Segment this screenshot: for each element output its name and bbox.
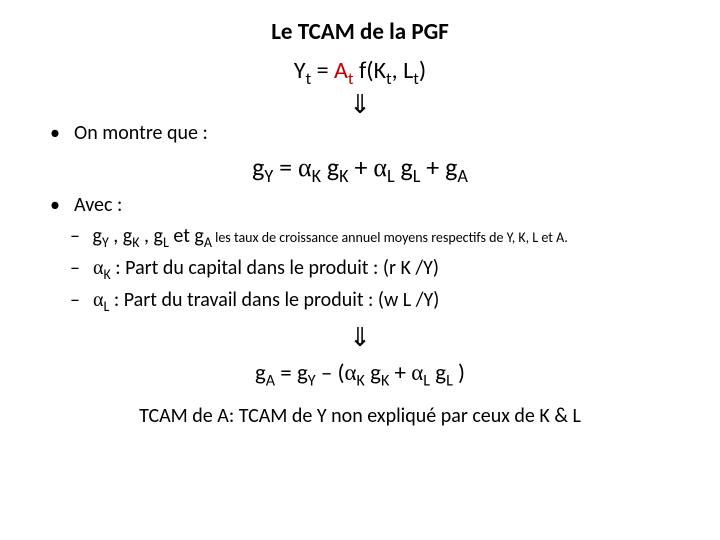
bullet-dot-2: •	[50, 193, 74, 217]
equation-solow-residual: gA = gY – (αK gK + αL gL )	[30, 359, 690, 391]
ef-aL: α	[411, 360, 423, 385]
s2-text: : Part du capital dans le produit : (r K…	[111, 256, 439, 280]
s1-lead: g	[88, 224, 102, 248]
me-aL: α	[373, 153, 387, 182]
eq1-close: )	[419, 56, 426, 85]
slide-title: Le TCAM de la PGF	[30, 18, 690, 46]
eq1-eq: =	[311, 56, 334, 85]
s1-tail: les taux de croissance annuel moyens res…	[212, 229, 568, 246]
ef-gL: g	[430, 359, 446, 387]
ef-aK: α	[344, 360, 356, 385]
ef-close: )	[453, 359, 465, 387]
equation-growth: gY = αK gK + αL gL + gA	[30, 151, 690, 187]
ef-gA: g	[255, 359, 266, 387]
s1-p3: et g	[169, 224, 204, 248]
me-plus1: +	[349, 151, 374, 183]
me-Ysub: Y	[264, 165, 273, 187]
bullet-avec: •Avec :	[50, 193, 690, 217]
down-arrow-1: ⇓	[30, 91, 690, 117]
me-gY: g	[252, 151, 264, 183]
s2-alpha: α	[88, 257, 103, 279]
eq1-comma: , L	[392, 56, 414, 85]
ef-Ysub: Y	[308, 371, 316, 390]
ef-minus: – (	[316, 359, 345, 387]
s3-text: : Part du travail dans le produit : (w L…	[109, 288, 439, 312]
me-aK: α	[298, 153, 312, 182]
ef-Ksub: K	[357, 371, 365, 390]
ef-eq: = g	[275, 359, 308, 387]
down-arrow-2: ⇓	[30, 321, 690, 353]
s1-A: A	[204, 234, 212, 251]
conclusion-text: TCAM de A: TCAM de Y non expliqué par ce…	[30, 404, 690, 428]
equation-production: Yt = At f(Kt, Lt)	[30, 56, 690, 89]
me-Ksub: K	[312, 165, 321, 187]
bullet-dot-1: •	[50, 121, 74, 145]
bullet-on-montre: •On montre que :	[50, 121, 690, 145]
me-plus2: + g	[420, 151, 457, 183]
s1-Y: Y	[102, 234, 109, 251]
me-Ksub2: K	[339, 165, 348, 187]
ef-plus: +	[389, 359, 411, 387]
me-gK: g	[321, 151, 339, 183]
sub-bullet-growth-rates: – gY , gK , gL et gA les taux de croissa…	[88, 223, 690, 253]
eq1-f: f(K	[354, 56, 387, 85]
s1-p2: , g	[140, 224, 163, 248]
me-Lsub: L	[387, 165, 395, 187]
ef-Asub: A	[266, 371, 275, 390]
eq1-A: A	[334, 56, 348, 85]
bullet-text-1: On montre que :	[74, 121, 208, 145]
s1-K: K	[132, 234, 139, 251]
me-Asub: A	[457, 165, 468, 187]
ef-Lsub: L	[423, 371, 430, 390]
sub-bullet-alpha-l: – αL : Part du travail dans le produit :…	[88, 287, 690, 317]
sub-bullet-alpha-k: – αK : Part du capital dans le produit :…	[88, 255, 690, 285]
bullet-text-2: Avec :	[74, 193, 122, 217]
ef-gK: g	[365, 359, 381, 387]
me-eq: =	[273, 151, 298, 183]
eq1-Y: Y	[294, 56, 306, 85]
s3-alpha: α	[88, 289, 103, 311]
s2-K: K	[103, 266, 110, 283]
s1-p1: , g	[109, 224, 132, 248]
ef-Lsub2: L	[446, 371, 453, 390]
me-gL: g	[395, 151, 413, 183]
